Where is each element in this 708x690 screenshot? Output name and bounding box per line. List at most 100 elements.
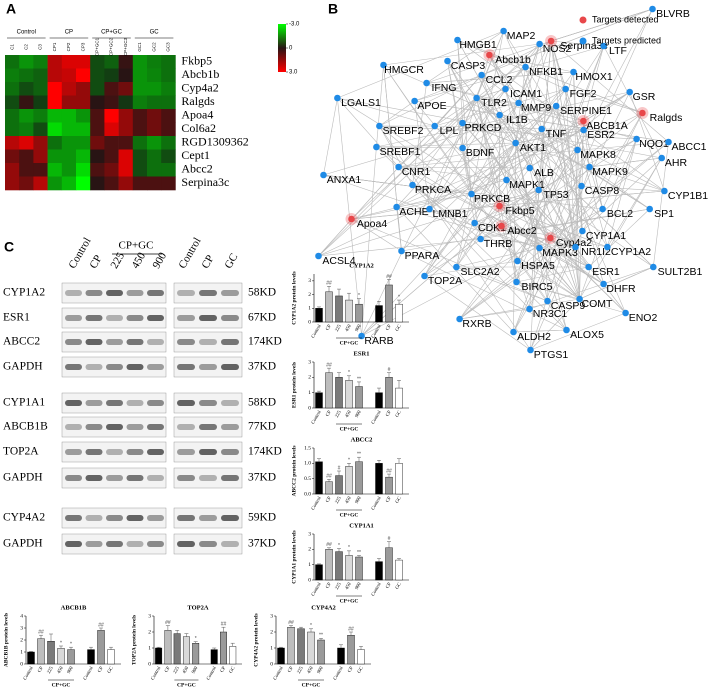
network-edge [471,193,576,248]
error-bar [397,458,401,464]
network-edge [517,45,604,262]
network-edge [481,74,567,331]
network-edge [471,30,504,195]
network-node [658,154,665,162]
heatmap-cell [104,163,119,177]
legend-label: Targets detected [592,14,659,24]
blot-band [126,424,144,430]
network-edge [379,125,413,186]
x-tick-label: CP [325,410,332,418]
node-label: BLVRB [656,8,690,20]
y-tick-label: 1 [308,306,311,312]
network-node [376,122,383,130]
network-node [456,315,463,323]
significance-label: * [348,458,350,464]
bar [37,638,45,665]
heatmap-cell [5,163,20,177]
node-label: SERPINE1 [560,105,612,117]
x-tick-label: Control [23,665,35,681]
network-node [454,36,461,44]
x-tick-label: CP [287,666,294,674]
bar [315,392,323,409]
network-edge [476,97,551,239]
blot-band [65,475,82,481]
network-node [478,71,485,79]
node-label: PRKCB [474,193,510,205]
blot-band [85,364,103,370]
size-label: 77KD [248,421,276,433]
heatmap-cell [61,55,77,69]
bar [315,564,323,581]
network-edge [351,179,507,220]
y-tick-label: 0.0 [304,491,311,497]
node-label: AKT1 [520,142,546,154]
y-axis-label: ESR1 protein levels [291,362,297,408]
network-edge [424,275,531,351]
x-tick-label: CP [325,582,332,590]
x-tick-label: 450 [345,496,353,505]
gene-label: Cept1 [181,148,210,162]
network-edge [538,189,654,268]
heatmap-cell [90,136,105,150]
network-edge [517,260,580,300]
gene-label: Col6a2 [181,121,216,135]
blot-frame [61,441,167,463]
network-node [633,135,640,143]
error-bar [397,380,401,389]
x-tick-label: 900 [191,666,199,675]
x-tick-label: 450 [57,666,65,675]
blot-band [85,290,103,296]
group-label: CP+GC [101,30,123,36]
blot-band [221,400,239,406]
heatmap-cell [118,163,134,177]
node-label: MAPK3 [542,247,578,259]
heatmap-cell [104,55,119,69]
bar [210,649,218,665]
heatmap-cell [5,109,20,123]
network-edge [565,88,576,248]
network-node [498,222,505,230]
node-label: CASP9 [551,300,586,312]
bar [355,461,363,495]
blot-band [106,541,123,547]
x-tick-label: Control [273,665,285,681]
network-edge [426,30,504,84]
network-edge [434,125,584,131]
node-label: TLR2 [481,97,507,109]
node-label: RARB [364,335,393,347]
heatmap-cell [5,122,20,137]
y-tick-label: 2 [308,375,311,381]
blot-band [221,339,239,345]
x-tick-label: Control [206,665,218,681]
x-tick-label: CP [325,324,332,332]
network-edge [447,60,580,300]
error-bar [339,644,343,648]
network-node [585,263,592,271]
heatmap-cell [132,55,148,69]
x-tick-label: Control [311,323,323,339]
network-edge [530,298,580,351]
significance-label: ## [326,281,332,287]
network-node [586,163,593,171]
blot-frame [173,356,243,378]
bar [325,481,333,495]
error-bar [387,473,391,478]
network-edge [506,179,576,248]
bar [335,295,343,323]
network-node [536,244,543,252]
panel-label: A [6,1,16,17]
bar [277,647,285,665]
network-edge [583,120,603,210]
network-node [522,63,529,71]
network-edge [515,105,557,144]
network-node [444,57,451,65]
network-edge [383,43,540,66]
y-tick-label: 1.5 [304,445,311,451]
x-tick-label: 900 [317,666,325,675]
chart-title: ESR1 [354,350,370,357]
blot-band [177,424,195,430]
network-edge [513,237,551,333]
network-edge [517,129,584,262]
lane-label: CP [199,253,216,271]
significance-label: * [358,293,360,299]
